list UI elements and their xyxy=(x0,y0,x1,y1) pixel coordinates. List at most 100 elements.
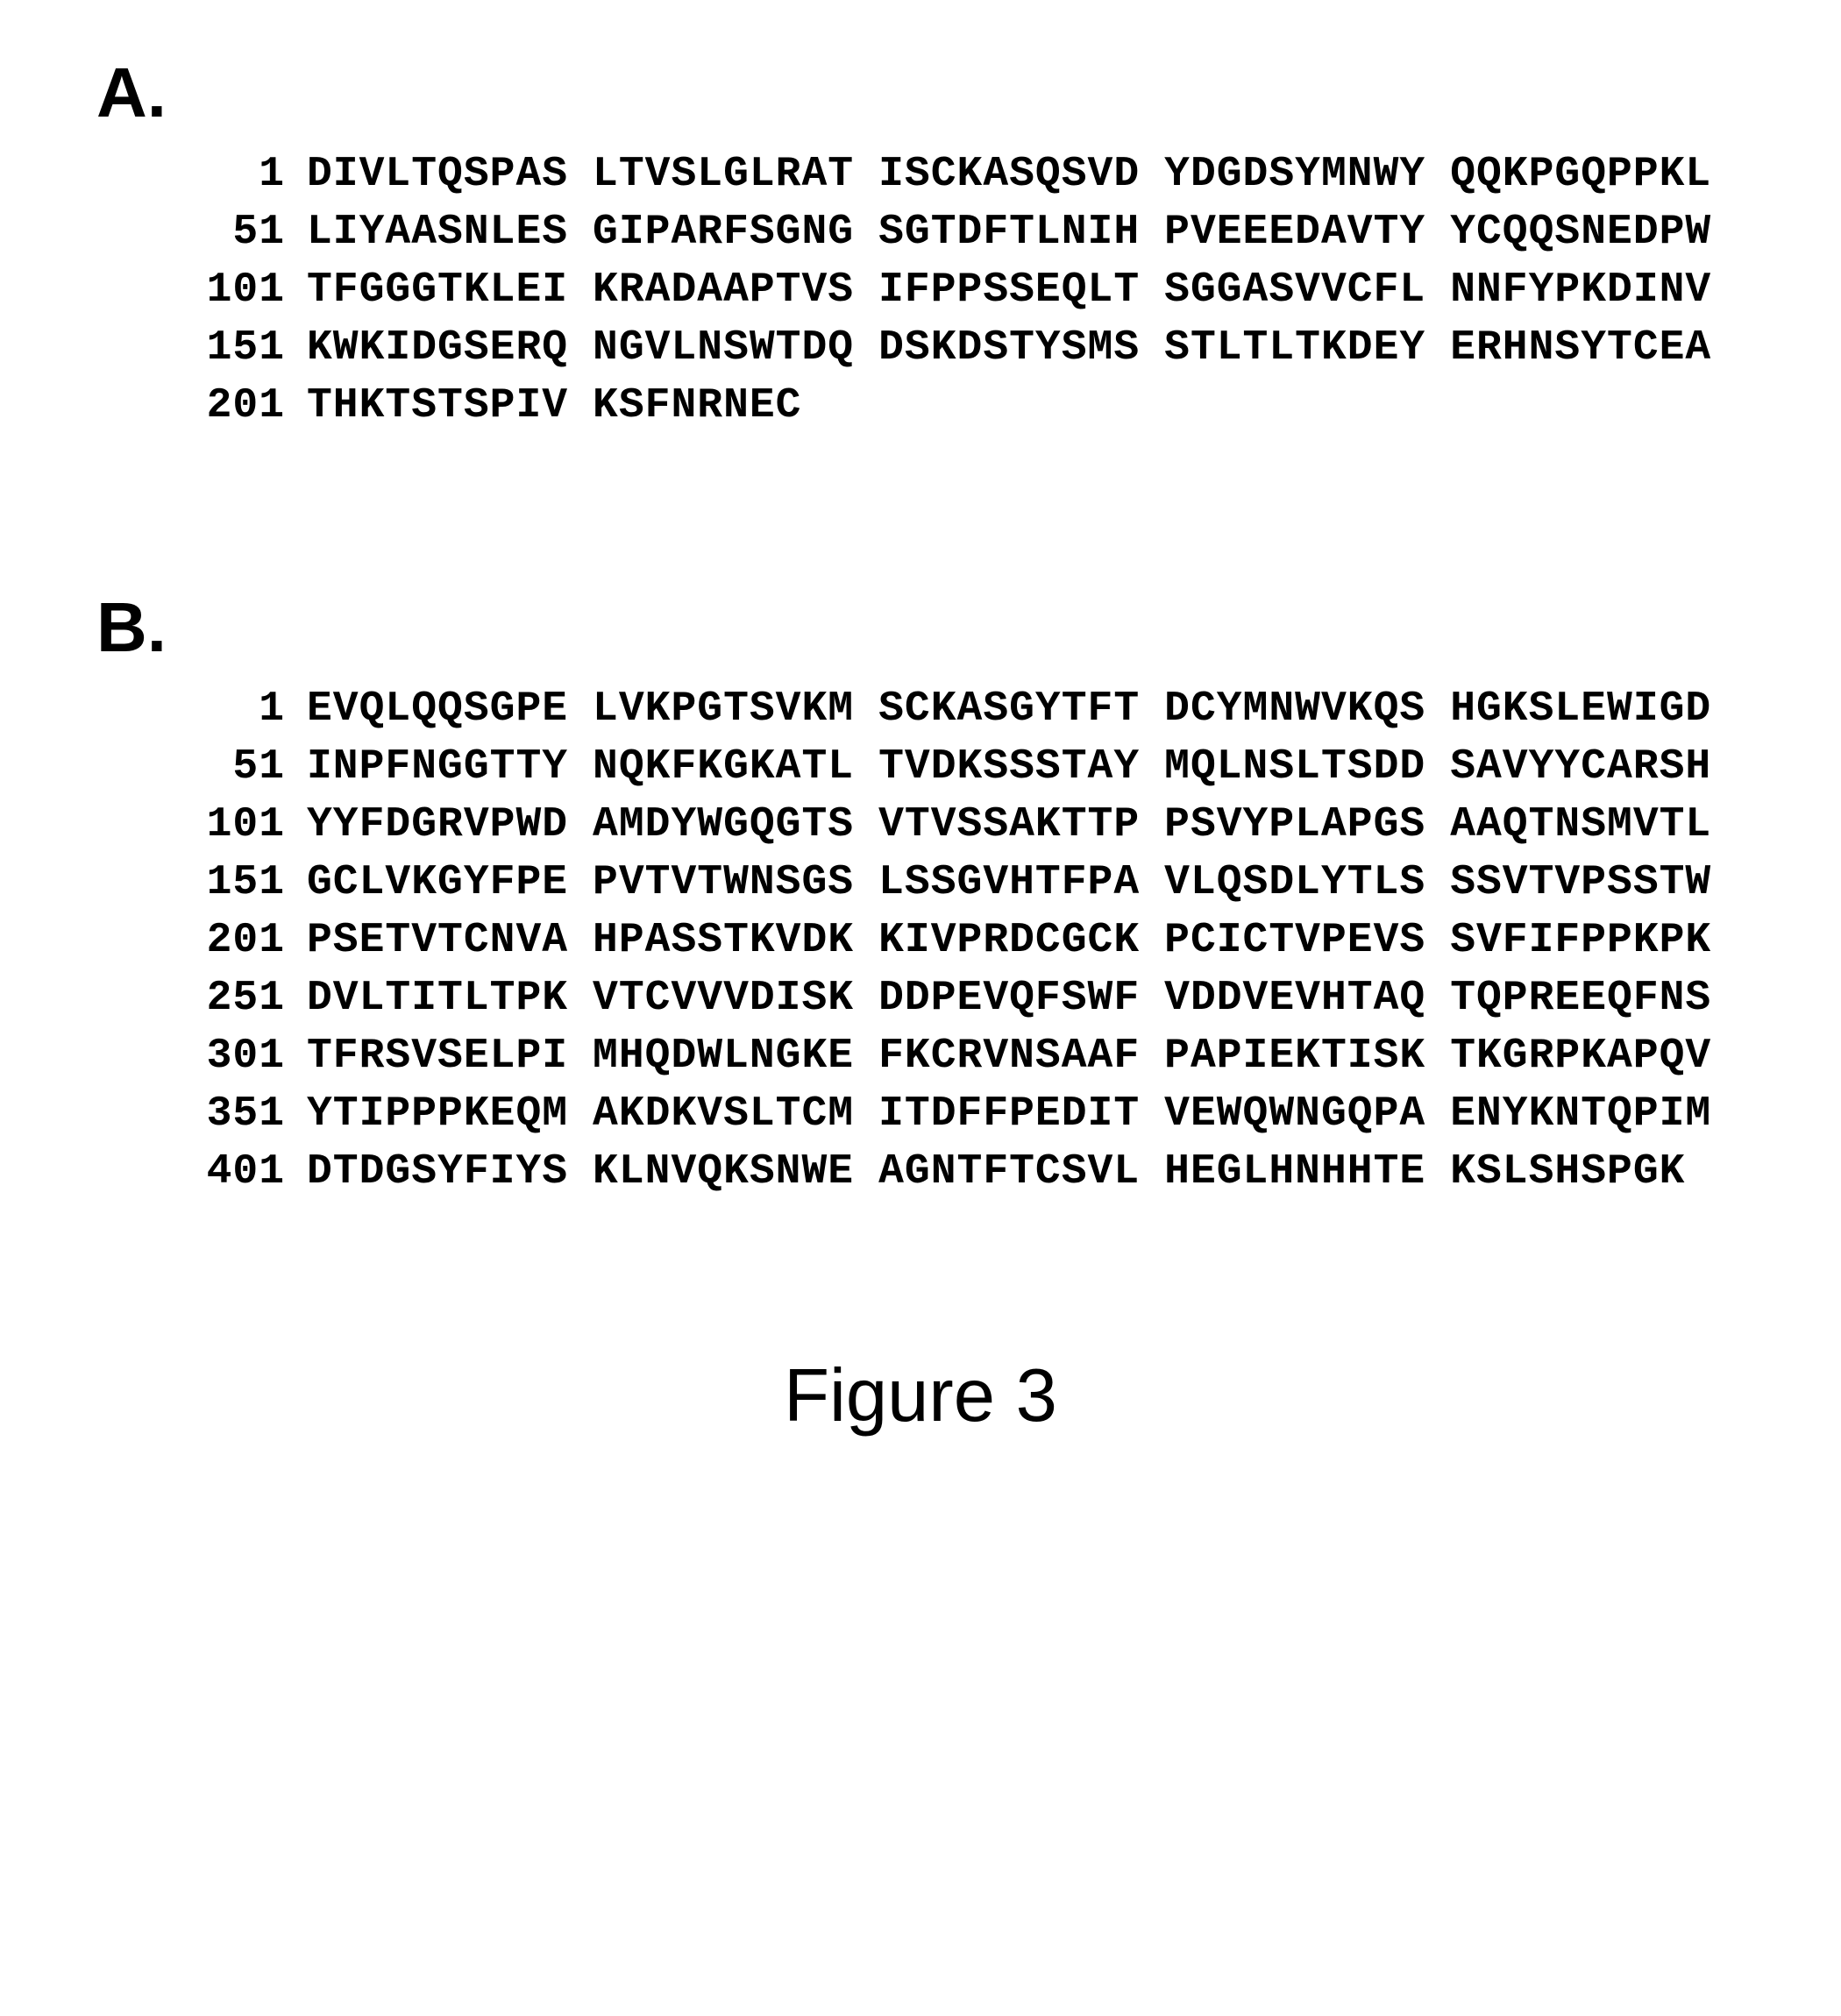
sequence-group: PSVYPLAPGS xyxy=(1164,801,1450,848)
sequence-group: GCLVKGYFPE xyxy=(307,859,593,906)
sequence-row: 401DTDGSYFIYSKLNVQKSNWEAGNTFTCSVLHEGLHNH… xyxy=(193,1148,1753,1196)
sequence-row: 151KWKIDGSERQNGVLNSWTDQDSKDSTYSMSSTLTLTK… xyxy=(193,324,1753,372)
sequence-row: 201THKTSTSPIVKSFNRNEC xyxy=(193,382,1753,429)
sequence-group: DVLTITLTPK xyxy=(307,975,593,1022)
row-number: 151 xyxy=(193,859,307,906)
sequence-row: 51LIYAASNLESGIPARFSGNGSGTDFTLNIHPVEEEDAV… xyxy=(193,209,1753,256)
sequence-group: LIYAASNLES xyxy=(307,209,593,256)
figure-caption: Figure 3 xyxy=(88,1353,1753,1439)
sequence-group: DIVLTQSPAS xyxy=(307,151,593,198)
sequence-group: ENYKNTQPIM xyxy=(1450,1090,1736,1138)
sequence-group: KLNVQKSNWE xyxy=(593,1148,878,1196)
sequence-group: VTCVVVDISK xyxy=(593,975,878,1022)
sequence-group: DCYMNWVKQS xyxy=(1164,685,1450,733)
sequence-group: TFRSVSELPI xyxy=(307,1033,593,1080)
row-number: 151 xyxy=(193,324,307,372)
sequence-group: TKGRPKAPQV xyxy=(1450,1033,1736,1080)
sequence-group: YYFDGRVPWD xyxy=(307,801,593,848)
row-number: 201 xyxy=(193,382,307,429)
sequence-group: SVFIFPPKPK xyxy=(1450,917,1736,964)
row-number: 201 xyxy=(193,917,307,964)
sequence-row: 101TFGGGTKLEIKRADAAPTVSIFPPSSEQLTSGGASVV… xyxy=(193,266,1753,314)
sequence-group: AMDYWGQGTS xyxy=(593,801,878,848)
sequence-group: SCKASGYTFT xyxy=(878,685,1164,733)
sequence-group: HGKSLEWIGD xyxy=(1450,685,1736,733)
sequence-group: HEGLHNHHTE xyxy=(1164,1148,1450,1196)
sequence-group: PSETVTCNVA xyxy=(307,917,593,964)
sequence-group: KWKIDGSERQ xyxy=(307,324,593,372)
panel: A. 1DIVLTQSPASLTVSLGLRATISCKASQSVDYDGDSYM… xyxy=(88,53,1753,429)
sequence-group: TVDKSSSTAY xyxy=(878,743,1164,791)
sequence-row: 1EVQLQQSGPELVKPGTSVKMSCKASGYTFTDCYMNWVKQ… xyxy=(193,685,1753,733)
sequence-group: SGTDFTLNIH xyxy=(878,209,1164,256)
sequence-group: ERHNSYTCEA xyxy=(1450,324,1736,372)
sequence-group: NNFYPKDINV xyxy=(1450,266,1736,314)
sequence-group: ISCKASQSVD xyxy=(878,151,1164,198)
sequence-group: INPFNGGTTY xyxy=(307,743,593,791)
row-number: 401 xyxy=(193,1148,307,1196)
sequence-group: KRADAAPTVS xyxy=(593,266,878,314)
sequence-group: LSSGVHTFPA xyxy=(878,859,1164,906)
sequence-group: AGNTFTCSVL xyxy=(878,1148,1164,1196)
sequence-group: VTVSSAKTTP xyxy=(878,801,1164,848)
sequence-block: 1DIVLTQSPASLTVSLGLRATISCKASQSVDYDGDSYMNW… xyxy=(88,151,1753,429)
sequence-group: KSFNRNEC xyxy=(593,382,826,429)
row-number: 1 xyxy=(193,685,307,733)
sequence-group: EVQLQQSGPE xyxy=(307,685,593,733)
sequence-group: LTVSLGLRAT xyxy=(593,151,878,198)
sequence-block: 1EVQLQQSGPELVKPGTSVKMSCKASGYTFTDCYMNWVKQ… xyxy=(88,685,1753,1196)
row-number: 51 xyxy=(193,209,307,256)
sequence-group: VDDVEVHTAQ xyxy=(1164,975,1450,1022)
sequence-group: HPASSTKVDK xyxy=(593,917,878,964)
sequence-group: IFPPSSEQLT xyxy=(878,266,1164,314)
row-number: 301 xyxy=(193,1033,307,1080)
sequence-group: DDPEVQFSWF xyxy=(878,975,1164,1022)
sequence-group: QQKPGQPPKL xyxy=(1450,151,1736,198)
panel: B. 1EVQLQQSGPELVKPGTSVKMSCKASGYTFTDCYMNWV… xyxy=(88,587,1753,1196)
sequence-group: NQKFKGKATL xyxy=(593,743,878,791)
sequence-row: 301TFRSVSELPIMHQDWLNGKEFKCRVNSAAFPAPIEKT… xyxy=(193,1033,1753,1080)
row-number: 101 xyxy=(193,266,307,314)
sequence-group: YCQQSNEDPW xyxy=(1450,209,1736,256)
sequence-group: AKDKVSLTCM xyxy=(593,1090,878,1138)
sequence-group: NGVLNSWTDQ xyxy=(593,324,878,372)
sequence-group: KIVPRDCGCK xyxy=(878,917,1164,964)
row-number: 101 xyxy=(193,801,307,848)
sequence-row: 351YTIPPPKEQMAKDKVSLTCMITDFFPEDITVEWQWNG… xyxy=(193,1090,1753,1138)
sequence-group: SGGASVVCFL xyxy=(1164,266,1450,314)
sequence-group: YTIPPPKEQM xyxy=(307,1090,593,1138)
sequence-group: AAQTNSMVTL xyxy=(1450,801,1736,848)
sequence-group: LVKPGTSVKM xyxy=(593,685,878,733)
sequence-row: 1DIVLTQSPASLTVSLGLRATISCKASQSVDYDGDSYMNW… xyxy=(193,151,1753,198)
sequence-group: ITDFFPEDIT xyxy=(878,1090,1164,1138)
sequence-group: PAPIEKTISK xyxy=(1164,1033,1450,1080)
sequence-row: 101YYFDGRVPWDAMDYWGQGTSVTVSSAKTTPPSVYPLA… xyxy=(193,801,1753,848)
row-number: 1 xyxy=(193,151,307,198)
sequence-group: TQPREEQFNS xyxy=(1450,975,1736,1022)
sequence-group: STLTLTKDEY xyxy=(1164,324,1450,372)
sequence-group: DTDGSYFIYS xyxy=(307,1148,593,1196)
sequence-group: TFGGGTKLEI xyxy=(307,266,593,314)
panel-label: A. xyxy=(88,53,1753,133)
sequence-group: KSLSHSPGK xyxy=(1450,1148,1710,1196)
sequence-group: PCICTVPEVS xyxy=(1164,917,1450,964)
sequence-group: FKCRVNSAAF xyxy=(878,1033,1164,1080)
sequence-row: 51INPFNGGTTYNQKFKGKATLTVDKSSSTAYMQLNSLTS… xyxy=(193,743,1753,791)
sequence-group: PVEEEDAVTY xyxy=(1164,209,1450,256)
sequence-group: THKTSTSPIV xyxy=(307,382,593,429)
sequence-group: DSKDSTYSMS xyxy=(878,324,1164,372)
panel-label: B. xyxy=(88,587,1753,668)
figure-container: A.1DIVLTQSPASLTVSLGLRATISCKASQSVDYDGDSYM… xyxy=(88,53,1753,1196)
sequence-group: SAVYYCARSH xyxy=(1450,743,1736,791)
sequence-group: VLQSDLYTLS xyxy=(1164,859,1450,906)
sequence-group: MHQDWLNGKE xyxy=(593,1033,878,1080)
sequence-row: 151GCLVKGYFPEPVTVTWNSGSLSSGVHTFPAVLQSDLY… xyxy=(193,859,1753,906)
row-number: 51 xyxy=(193,743,307,791)
row-number: 351 xyxy=(193,1090,307,1138)
sequence-group: SSVTVPSSTW xyxy=(1450,859,1736,906)
sequence-group: VEWQWNGQPA xyxy=(1164,1090,1450,1138)
row-number: 251 xyxy=(193,975,307,1022)
sequence-group: MQLNSLTSDD xyxy=(1164,743,1450,791)
sequence-group: PVTVTWNSGS xyxy=(593,859,878,906)
sequence-group: YDGDSYMNWY xyxy=(1164,151,1450,198)
